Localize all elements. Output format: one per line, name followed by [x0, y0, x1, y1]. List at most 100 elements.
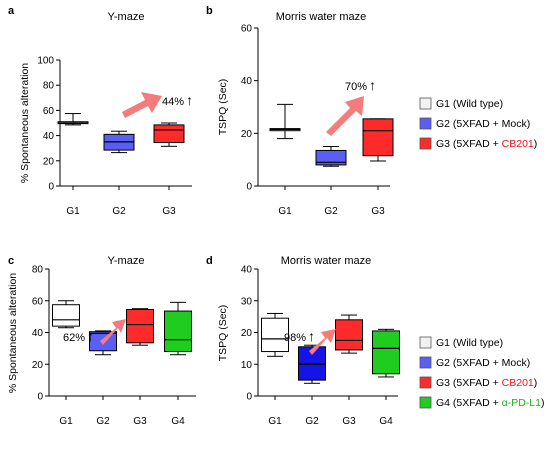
- up-arrow-symbol: ↑: [186, 92, 193, 108]
- legend-label: G2 (5XFAD + Mock): [436, 118, 530, 130]
- legend-swatch: [419, 356, 432, 369]
- chart-title: Morris water maze: [281, 255, 371, 267]
- box-body: [126, 308, 154, 344]
- y-tick-label: 80: [43, 81, 55, 92]
- increase-annotation: 98% ↑: [284, 328, 315, 344]
- y-tick-label: 40: [43, 131, 55, 142]
- x-tick-label: G2: [305, 416, 319, 427]
- legend-swatch: [419, 137, 432, 150]
- legend-text: G1 (Wild type): [436, 337, 503, 349]
- panel-label: d: [206, 255, 213, 267]
- panel-label: c: [8, 255, 14, 267]
- y-tick-label: 40: [241, 76, 253, 87]
- legend-label: G3 (5XFAD + CB201): [436, 377, 537, 389]
- y-axis-label: % Spontaneous alteration: [7, 273, 19, 393]
- legend-text: G3 (5XFAD +: [436, 138, 502, 150]
- box-body: [52, 304, 80, 327]
- x-tick-label: G1: [278, 206, 292, 217]
- legend-item: G2 (5XFAD + Mock): [419, 356, 530, 369]
- legend-item: G2 (5XFAD + Mock): [419, 117, 530, 130]
- x-tick-label: G4: [171, 416, 185, 427]
- box-body: [362, 118, 394, 157]
- annotation-value: 98%: [284, 332, 306, 344]
- box-g4: [372, 328, 400, 378]
- increase-annotation: 44% ↑: [162, 92, 193, 108]
- x-tick-label: G2: [324, 206, 338, 217]
- legend-item: G1 (Wild type): [419, 336, 503, 349]
- legend-text: G3 (5XFAD +: [436, 377, 502, 389]
- annotation-value: 62%: [63, 332, 85, 344]
- x-tick-label: G1: [268, 416, 282, 427]
- box-g1: [261, 312, 289, 357]
- box-g2: [315, 146, 347, 167]
- panel-label: b: [206, 5, 213, 17]
- x-tick-label: G3: [342, 416, 356, 427]
- chart-title: Y-maze: [108, 255, 145, 267]
- annotation-value: 70%: [345, 81, 367, 93]
- x-tick-label: G3: [371, 206, 385, 217]
- legend-highlight: CB201: [502, 138, 534, 150]
- legend-text: G2 (5XFAD + Mock): [436, 118, 530, 130]
- x-tick-label: G1: [59, 416, 73, 427]
- box-body: [261, 317, 289, 353]
- box-body: [153, 124, 185, 144]
- legend-swatch: [419, 97, 432, 110]
- legend-label: G1 (Wild type): [436, 98, 503, 110]
- y-axis-label: TSPQ (Sec): [217, 305, 229, 362]
- trend-arrow: [100, 319, 126, 345]
- y-tick-label: 40: [32, 328, 44, 339]
- y-tick-label: 0: [246, 392, 252, 403]
- legend-text-suffix: ): [541, 397, 545, 409]
- legend-item: G4 (5XFAD + α-PD-L1): [419, 396, 545, 409]
- panel-d-morris-water-maze: d Morris water maze TSPQ (Sec) 0 10 20 30 40 G1 G…: [206, 255, 400, 427]
- legend-label: G2 (5XFAD + Mock): [436, 357, 530, 369]
- legend-top: G1 (Wild type) G2 (5XFAD + Mock) G3 (5XFAD…: [419, 97, 538, 150]
- y-tick-label: 10: [241, 360, 253, 371]
- y-axis-label: TSPQ (Sec): [217, 79, 229, 136]
- box-g4: [164, 301, 192, 356]
- box-g2: [103, 130, 135, 154]
- x-tick-label: G2: [112, 206, 126, 217]
- legend-label: G4 (5XFAD + α-PD-L1): [436, 397, 545, 409]
- legend-text: G4 (5XFAD +: [436, 397, 502, 409]
- annotation-value: 44%: [162, 96, 184, 108]
- box-body: [372, 330, 400, 375]
- box-body: [335, 319, 363, 351]
- y-tick-label: 20: [241, 129, 253, 140]
- box-g3: [153, 122, 185, 147]
- trend-arrow: [326, 96, 364, 136]
- chart-title: Morris water maze: [276, 11, 366, 23]
- x-tick-label: G3: [133, 416, 147, 427]
- legend-text: G1 (Wild type): [436, 98, 503, 110]
- legend-bottom: G1 (Wild type) G2 (5XFAD + Mock) G3 (5XFAD…: [419, 336, 545, 409]
- legend-highlight: α-PD-L1: [502, 397, 541, 409]
- legend-label: G1 (Wild type): [436, 337, 503, 349]
- legend-swatch: [419, 396, 432, 409]
- y-tick-label: 60: [241, 24, 253, 35]
- y-tick-label: 30: [241, 296, 253, 307]
- y-tick-label: 40: [241, 265, 253, 276]
- increase-annotation: 70% ↑: [345, 77, 376, 93]
- panel-label: a: [8, 5, 15, 17]
- up-arrow-symbol: ↑: [369, 77, 376, 93]
- legend-highlight: CB201: [502, 377, 534, 389]
- panel-c-y-maze: c Y-maze % Spontaneous alteration 0 20 40 60 80…: [7, 255, 196, 427]
- y-tick-label: 0: [48, 182, 54, 193]
- box-g3: [126, 308, 154, 346]
- increase-annotation: 62% ↑: [63, 328, 94, 344]
- y-tick-label: 0: [246, 182, 252, 193]
- y-tick-label: 80: [32, 265, 44, 276]
- legend-text-suffix: ): [534, 138, 538, 150]
- y-axis-label: % Spontaneous alteration: [19, 63, 31, 183]
- legend-item: G1 (Wild type): [419, 97, 503, 110]
- box-g1: [52, 300, 80, 329]
- y-tick-label: 0: [37, 392, 43, 403]
- x-tick-label: G4: [379, 416, 393, 427]
- y-tick-label: 60: [32, 296, 44, 307]
- y-tick-label: 20: [32, 360, 44, 371]
- x-tick-label: G1: [66, 206, 80, 217]
- legend-swatch: [419, 117, 432, 130]
- panel-a-y-maze: a Y-maze % Spontaneous alteration 0 20 40 60 80…: [8, 5, 193, 217]
- box-body: [315, 149, 347, 166]
